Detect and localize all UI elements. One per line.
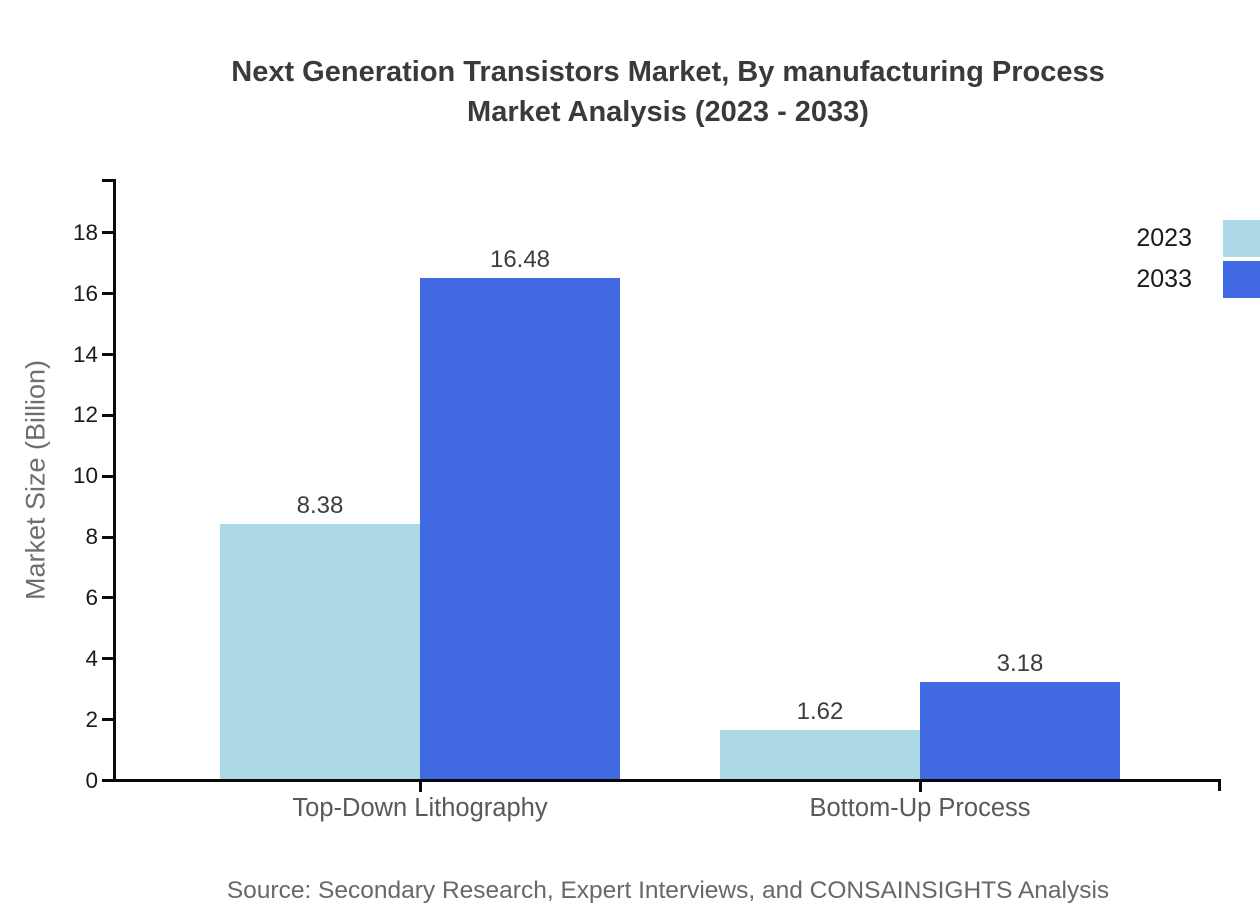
bar-2023-top-down-lithography (220, 524, 420, 779)
bar-2033-top-down-lithography (420, 277, 620, 779)
source-note: Source: Secondary Research, Expert Inter… (226, 877, 1110, 904)
legend-swatch-2023 (1223, 220, 1260, 257)
y-tick-mark-0 (102, 779, 113, 782)
bar-value-2023-top-down-lithography: 8.38 (296, 492, 344, 520)
y-tick-mark-6 (102, 596, 113, 600)
category-label-top-down-lithography: Top-Down Lithography (292, 794, 548, 822)
chart-title: Next Generation Transistors Market, By m… (115, 52, 1221, 132)
y-tick-label-6: 6 (85, 584, 98, 610)
y-axis-end-tick (102, 179, 113, 182)
y-axis-line (113, 179, 116, 782)
x-axis-end-tick (1218, 779, 1221, 791)
y-tick-label-14: 14 (72, 341, 98, 367)
y-tick-mark-18 (102, 231, 113, 235)
chart-title-line2: Market Analysis (2023 - 2033) (467, 96, 869, 128)
y-tick-mark-4 (102, 657, 113, 661)
legend-label-2023: 2023 (1136, 224, 1192, 252)
bar-2033-bottom-up-process (920, 682, 1120, 779)
category-label-bottom-up-process: Bottom-Up Process (809, 794, 1031, 822)
x-tick-mark-bottom-up-process (918, 780, 922, 792)
y-tick-label-10: 10 (72, 463, 98, 489)
y-tick-label-18: 18 (72, 219, 98, 245)
bar-value-2033-top-down-lithography: 16.48 (489, 245, 551, 273)
y-tick-label-2: 2 (85, 706, 98, 732)
y-tick-label-12: 12 (72, 402, 98, 428)
bar-2023-bottom-up-process (720, 729, 920, 779)
y-tick-mark-14 (102, 353, 113, 357)
y-tick-mark-8 (102, 535, 113, 539)
bar-value-2033-bottom-up-process: 3.18 (996, 650, 1044, 678)
y-tick-label-4: 4 (85, 645, 98, 671)
y-tick-label-16: 16 (72, 280, 98, 306)
y-tick-label-0: 0 (85, 767, 98, 793)
legend-label-2033: 2033 (1136, 265, 1192, 293)
y-tick-mark-12 (102, 413, 113, 417)
y-tick-mark-2 (102, 718, 113, 722)
bar-value-2023-bottom-up-process: 1.62 (796, 697, 844, 725)
chart-title-line1: Next Generation Transistors Market, By m… (231, 56, 1105, 88)
y-tick-mark-16 (102, 292, 113, 296)
x-tick-mark-top-down-lithography (418, 780, 422, 792)
legend-swatch-2033 (1223, 261, 1260, 298)
x-axis-line (113, 779, 1221, 782)
y-tick-label-8: 8 (85, 524, 98, 550)
y-tick-mark-10 (102, 474, 113, 478)
